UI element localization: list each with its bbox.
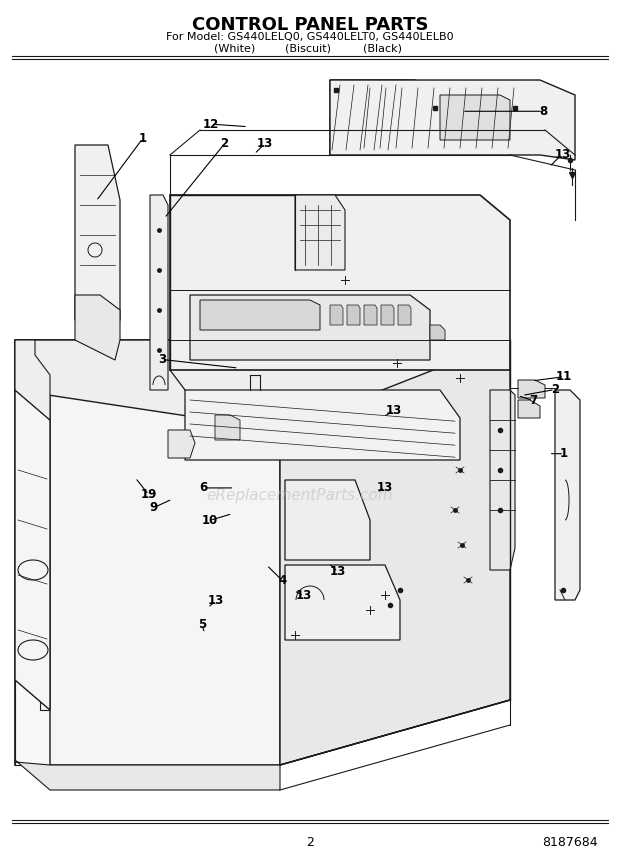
- Polygon shape: [75, 145, 120, 340]
- Polygon shape: [330, 80, 575, 160]
- Text: 2: 2: [220, 137, 229, 151]
- Polygon shape: [15, 340, 50, 420]
- Text: 8: 8: [539, 104, 547, 118]
- Text: 9: 9: [149, 501, 158, 514]
- Polygon shape: [200, 300, 320, 330]
- Polygon shape: [15, 340, 280, 765]
- Polygon shape: [347, 305, 360, 325]
- Polygon shape: [555, 390, 580, 600]
- Text: 1: 1: [138, 132, 147, 146]
- Polygon shape: [295, 195, 345, 270]
- Text: 13: 13: [208, 594, 224, 608]
- Polygon shape: [285, 565, 400, 640]
- Text: CONTROL PANEL PARTS: CONTROL PANEL PARTS: [192, 16, 428, 34]
- Polygon shape: [168, 430, 195, 458]
- Text: 5: 5: [198, 618, 206, 632]
- Text: 13: 13: [377, 481, 393, 495]
- Text: (White): (White): [214, 43, 255, 53]
- Polygon shape: [280, 340, 510, 765]
- Text: 8187684: 8187684: [542, 836, 598, 849]
- Polygon shape: [285, 480, 370, 560]
- Polygon shape: [190, 295, 430, 360]
- Polygon shape: [364, 305, 377, 325]
- Polygon shape: [440, 95, 510, 140]
- Polygon shape: [518, 380, 545, 398]
- Text: 10: 10: [202, 514, 218, 527]
- Text: 2: 2: [551, 383, 559, 396]
- Polygon shape: [330, 80, 430, 155]
- Polygon shape: [215, 415, 240, 440]
- Text: 12: 12: [203, 117, 219, 131]
- Text: 4: 4: [278, 574, 286, 587]
- Polygon shape: [430, 325, 445, 340]
- Text: 13: 13: [296, 589, 312, 603]
- Text: 7: 7: [529, 394, 538, 407]
- Polygon shape: [518, 400, 540, 418]
- Polygon shape: [15, 340, 510, 430]
- Polygon shape: [150, 195, 168, 390]
- Text: 6: 6: [199, 481, 208, 495]
- Text: (Biscuit): (Biscuit): [285, 43, 331, 53]
- Text: eReplacementParts.com: eReplacementParts.com: [206, 488, 393, 502]
- Polygon shape: [170, 195, 510, 370]
- Polygon shape: [398, 305, 411, 325]
- Text: For Model: GS440LELQ0, GS440LELT0, GS440LELB0: For Model: GS440LELQ0, GS440LELT0, GS440…: [166, 32, 454, 42]
- Text: 13: 13: [330, 565, 346, 579]
- Polygon shape: [50, 390, 280, 765]
- Text: 1: 1: [560, 447, 569, 461]
- Polygon shape: [75, 295, 120, 360]
- Polygon shape: [15, 760, 280, 790]
- Polygon shape: [185, 390, 460, 460]
- Text: (Black): (Black): [363, 43, 402, 53]
- Text: 2: 2: [306, 836, 314, 849]
- Text: 11: 11: [556, 370, 572, 383]
- Text: 3: 3: [158, 353, 167, 366]
- Text: 19: 19: [141, 488, 157, 502]
- Polygon shape: [381, 305, 394, 325]
- Text: 13: 13: [386, 404, 402, 418]
- Text: 13: 13: [554, 147, 570, 161]
- Polygon shape: [490, 390, 515, 570]
- Polygon shape: [15, 390, 50, 710]
- Text: 13: 13: [257, 137, 273, 151]
- Polygon shape: [330, 305, 343, 325]
- Polygon shape: [15, 680, 50, 765]
